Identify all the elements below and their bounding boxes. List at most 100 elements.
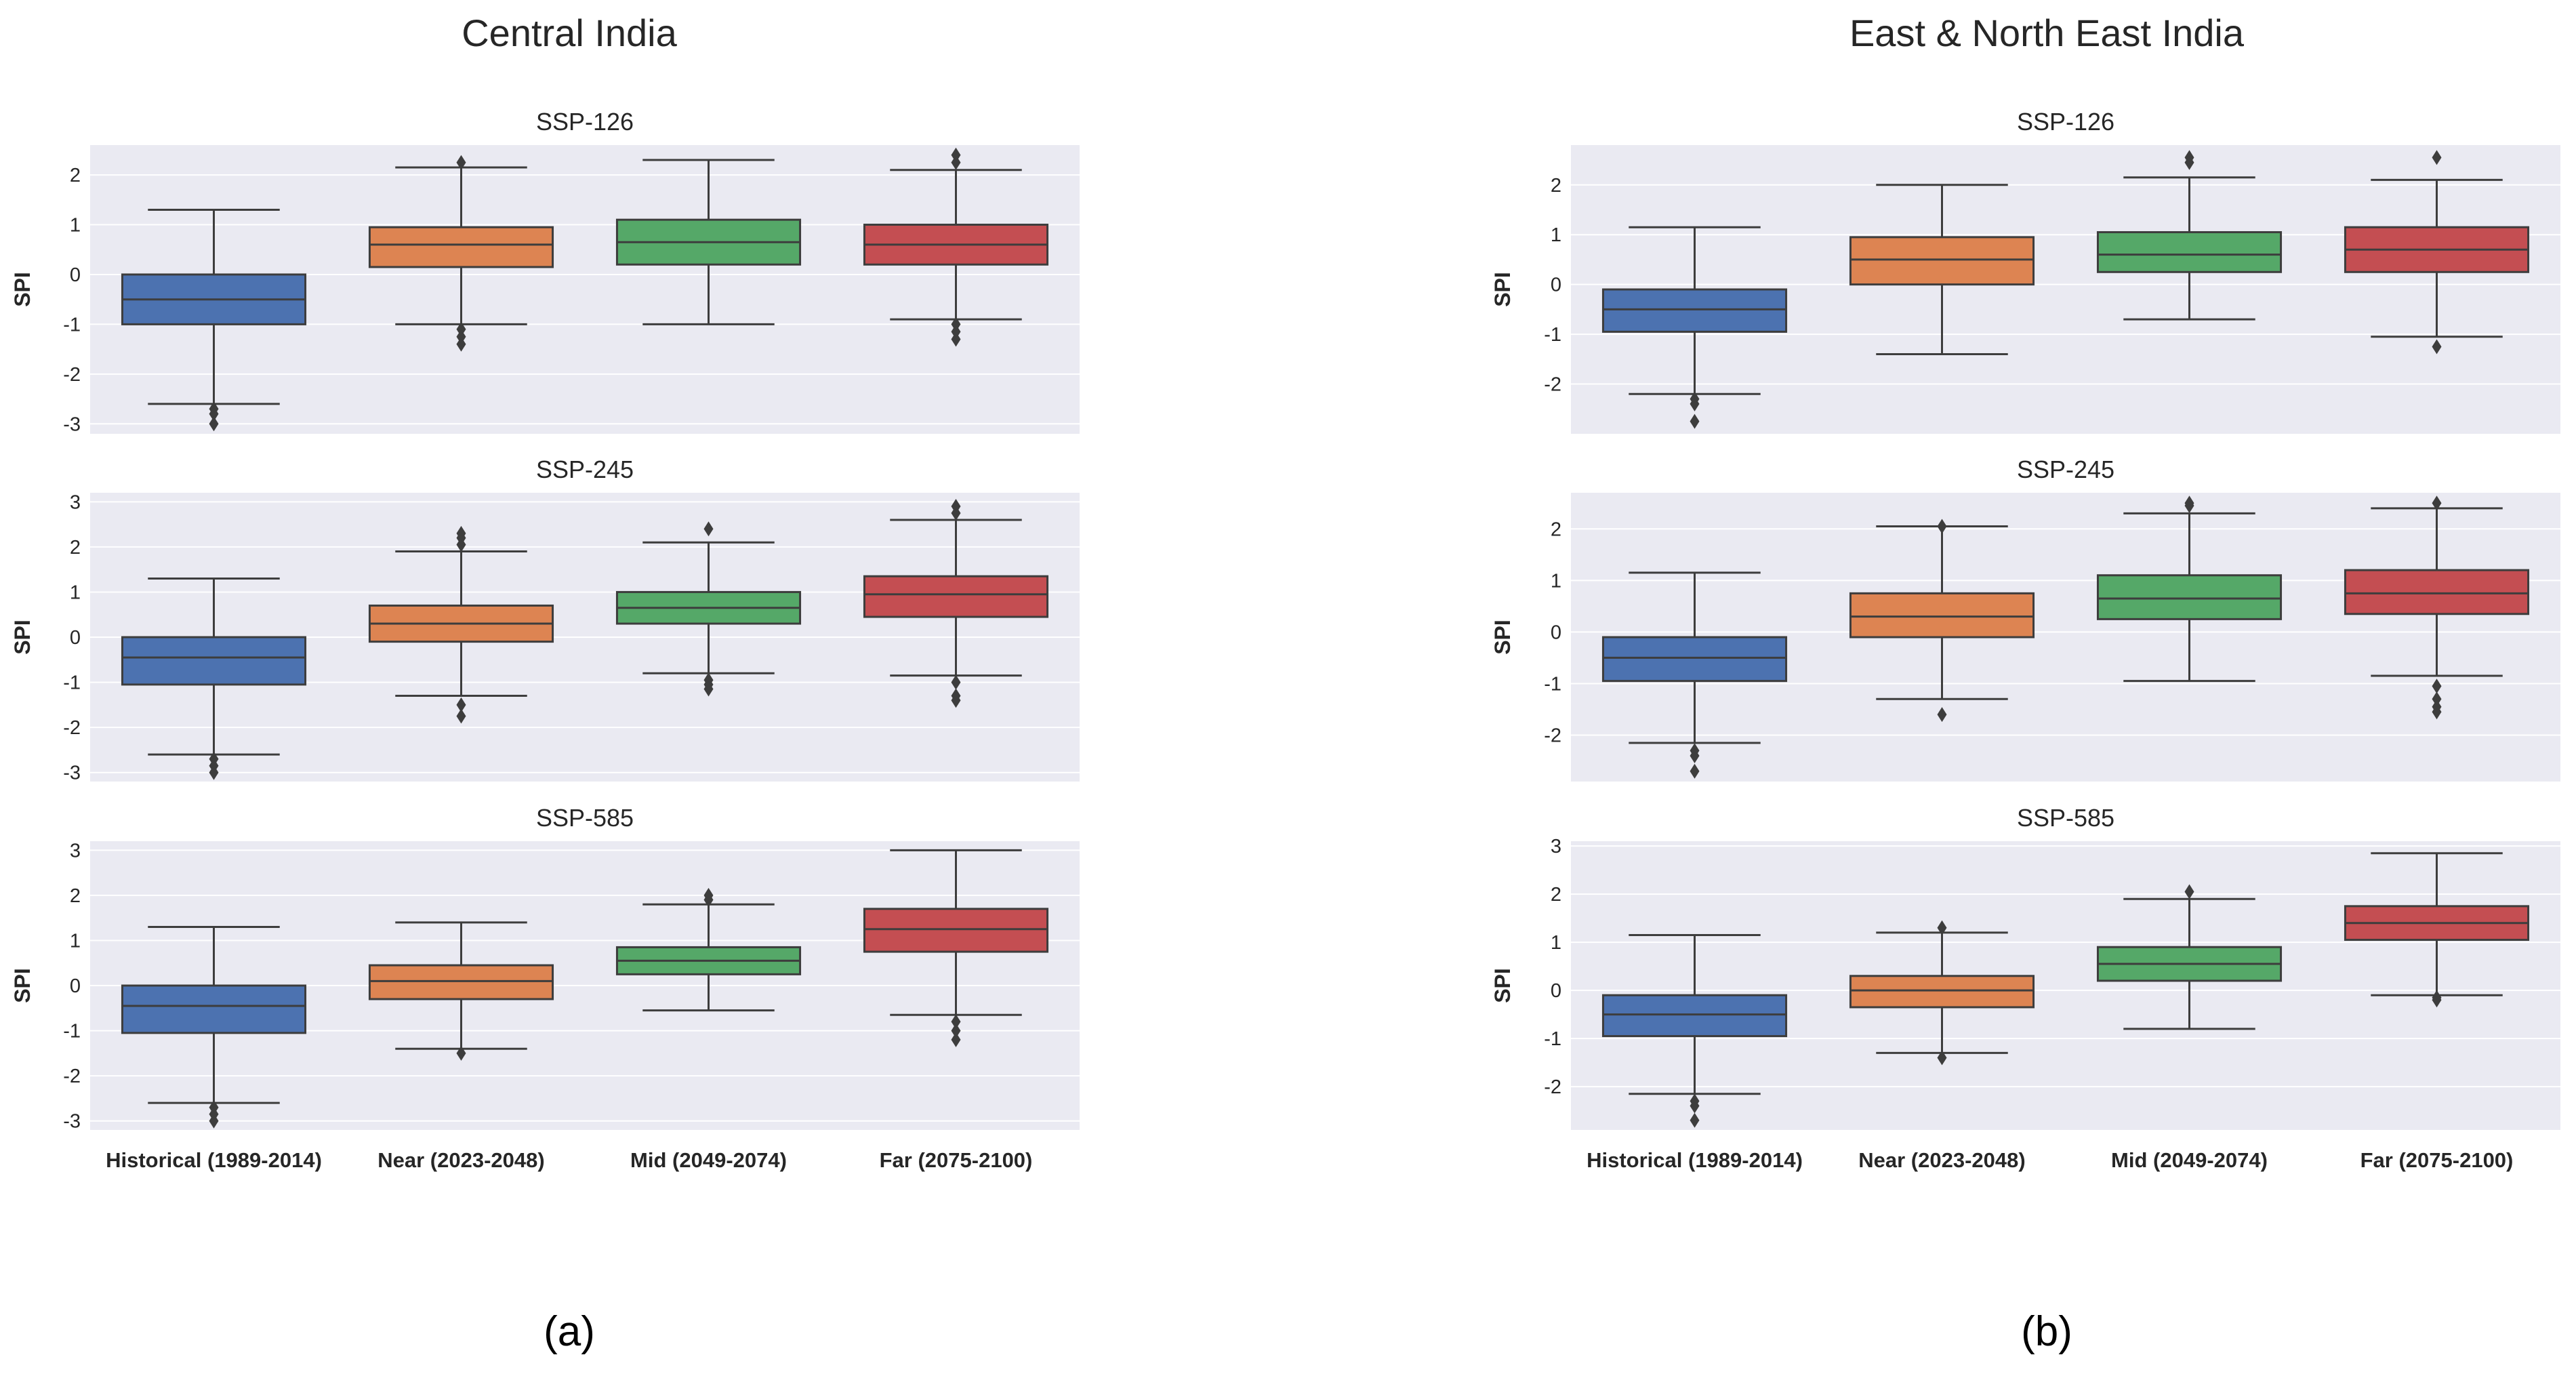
y-tick-label: 1 — [1551, 932, 1561, 954]
outlier-point — [456, 321, 466, 337]
panel-caption: (b) — [2021, 1308, 2072, 1355]
subplot-ssp-126: -3 -2 -1 0 1 2 SSP-126 SPI — [10, 108, 1080, 435]
y-tick-label: 1 — [70, 215, 81, 237]
subplot-ssp-585: -3 -2 -1 0 1 2 3 SSP-585 SPI Historical (1989-201… — [10, 804, 1080, 1172]
chart-panel-b: East & North East India (b) -2 -1 0 1 2 SSP-126… — [1490, 12, 2560, 1355]
box-mid — [615, 159, 802, 325]
box-body — [1849, 236, 2035, 286]
box-body — [1601, 288, 1788, 333]
panel-title: Central India — [462, 12, 677, 54]
box-far: Far (2075-2100) — [2344, 852, 2530, 1172]
subplot-title: SSP-585 — [2017, 804, 2114, 832]
y-axis-label: SPI — [10, 968, 35, 1003]
box-body — [2344, 569, 2530, 615]
outlier-point — [2432, 691, 2442, 707]
x-tick-label: Near (2023-2048) — [1858, 1148, 2025, 1172]
outlier-point — [456, 336, 466, 352]
y-tick-label: -2 — [1544, 725, 1561, 747]
y-tick-label: -1 — [1544, 673, 1561, 695]
y-tick-label: -1 — [63, 672, 81, 694]
box-near — [368, 525, 554, 724]
box-historical: Historical (1989-2014) — [1587, 933, 1803, 1172]
outlier-point — [1690, 413, 1700, 429]
y-tick-label: 1 — [1551, 570, 1561, 592]
outlier-point — [951, 674, 961, 690]
box-near — [1849, 184, 2035, 355]
x-tick-label: Historical (1989-2014) — [106, 1148, 322, 1172]
box-near — [368, 155, 554, 352]
outlier-point — [2432, 992, 2442, 1008]
outlier-point — [1937, 1050, 1947, 1066]
box-near: Near (2023-2048) — [368, 921, 554, 1172]
subplot-title: SSP-126 — [536, 108, 634, 136]
y-tick-label: -1 — [63, 314, 81, 336]
box-historical — [121, 577, 307, 780]
outlier-point — [951, 498, 961, 514]
box-body — [1849, 592, 2035, 639]
subplot-title: SSP-245 — [536, 456, 634, 483]
y-tick-label: 1 — [1551, 224, 1561, 246]
box-historical — [121, 208, 307, 432]
y-tick-label: -2 — [63, 364, 81, 386]
y-tick-label: 2 — [1551, 175, 1561, 197]
y-tick-label: 0 — [70, 627, 81, 649]
outlier-point — [209, 1113, 219, 1129]
y-tick-label: -1 — [1544, 1028, 1561, 1050]
y-tick-label: -2 — [63, 717, 81, 739]
box-body — [2096, 574, 2283, 620]
outlier-point — [2432, 704, 2442, 720]
outlier-point — [1690, 396, 1700, 411]
box-mid — [615, 521, 802, 697]
outlier-point — [951, 693, 961, 708]
subplot-title: SSP-245 — [2017, 456, 2114, 483]
subplot-ssp-585: -2 -1 0 1 2 3 SSP-585 SPI Historical (1989-2014)… — [1490, 804, 2560, 1172]
outlier-point — [2432, 679, 2442, 694]
y-tick-label: 1 — [70, 930, 81, 952]
box-body — [863, 575, 1049, 618]
y-axis-label: SPI — [1490, 272, 1515, 307]
panel-caption: (a) — [544, 1308, 595, 1355]
box-historical — [1601, 226, 1788, 429]
outlier-point — [456, 697, 466, 712]
y-tick-label: -2 — [63, 1066, 81, 1087]
outlier-point — [951, 317, 961, 332]
outlier-point — [951, 1023, 961, 1038]
outlier-point — [209, 406, 219, 422]
outlier-point — [703, 887, 714, 903]
outlier-point — [1937, 707, 1947, 723]
outlier-point — [951, 324, 961, 340]
outlier-point — [951, 331, 961, 347]
y-axis-label: SPI — [10, 620, 35, 655]
outlier-point — [1690, 763, 1700, 779]
y-tick-label: 0 — [1551, 980, 1561, 1002]
y-tick-label: 0 — [1551, 622, 1561, 643]
box-near — [1849, 519, 2035, 723]
x-tick-label: Mid (2049-2074) — [2111, 1148, 2268, 1172]
y-tick-label: 2 — [70, 885, 81, 907]
box-mid: Mid (2049-2074) — [615, 887, 802, 1172]
y-tick-label: -3 — [63, 413, 81, 435]
outlier-point — [1937, 920, 1947, 935]
y-axis-label: SPI — [10, 272, 35, 307]
box-far: Far (2075-2100) — [863, 849, 1049, 1172]
y-tick-label: 0 — [1551, 275, 1561, 296]
outlier-point — [2432, 339, 2442, 355]
outlier-point — [456, 329, 466, 344]
y-tick-label: -3 — [63, 763, 81, 784]
subplot-title: SSP-126 — [2017, 108, 2114, 136]
y-tick-label: -2 — [1544, 374, 1561, 396]
outlier-point — [456, 525, 466, 541]
x-tick-label: Mid (2049-2074) — [630, 1148, 787, 1172]
box-far — [863, 498, 1049, 708]
box-mid: Mid (2049-2074) — [2096, 884, 2283, 1172]
x-tick-label: Far (2075-2100) — [2360, 1148, 2514, 1172]
subplot-title: SSP-585 — [536, 804, 634, 832]
y-tick-label: 0 — [70, 264, 81, 286]
box-near: Near (2023-2048) — [1849, 920, 2035, 1172]
chart-panel-a: Central India(a)-3-2-1012SSP-126SPI-3-2-… — [10, 12, 1080, 1355]
y-axis-label: SPI — [1490, 620, 1515, 655]
x-tick-label: Far (2075-2100) — [880, 1148, 1033, 1172]
box-historical: Historical (1989-2014) — [106, 925, 322, 1172]
y-tick-label: 2 — [70, 165, 81, 186]
